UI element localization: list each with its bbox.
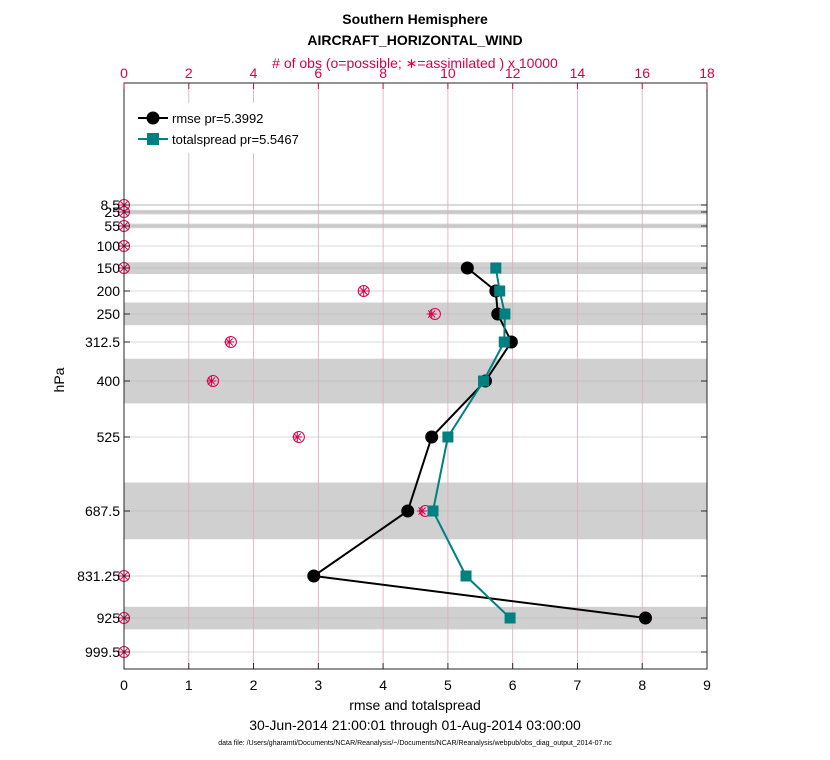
- y-tick-label: 687.5: [85, 503, 120, 519]
- legend-rmse-marker: [146, 111, 160, 125]
- chart-title: Southern Hemisphere: [342, 11, 488, 27]
- x-tick-label: 2: [250, 677, 258, 693]
- rmse-point: [460, 261, 474, 275]
- top-tick-label: 2: [185, 65, 193, 81]
- totalspread-point: [442, 431, 454, 443]
- y-tick-label: 999.5: [85, 644, 120, 660]
- y-tick-label: 925: [97, 610, 121, 626]
- y-tick-label: 525: [97, 429, 121, 445]
- obs-possible-marker: [357, 285, 370, 297]
- totalspread-point: [460, 570, 472, 582]
- chart-subtitle: AIRCRAFT_HORIZONTAL_WIND: [307, 32, 522, 48]
- axis-ticks: 0 1 2 3 4 5 6 7 8 90 2 4 6 8 10 12 14 16 188.5255510015020…: [77, 65, 715, 693]
- legend: rmse pr=5.3992 totalspread pr=5.5467: [132, 103, 314, 153]
- obs-assimilated-marker: [292, 432, 303, 442]
- data-file-footnote: data file: /Users/gharamti/Documents/NCA…: [218, 740, 612, 747]
- x-tick-label: 4: [379, 677, 387, 693]
- y-tick-label: 200: [97, 283, 121, 299]
- x-tick-label: 0: [120, 677, 128, 693]
- totalspread-point: [478, 375, 490, 387]
- top-tick-label: 6: [314, 65, 322, 81]
- legend-box: [132, 103, 314, 153]
- top-tick-label: 12: [505, 65, 521, 81]
- y-tick-label: 55: [104, 218, 120, 234]
- asterisk-stroke: [207, 377, 216, 385]
- data-series: [307, 261, 652, 625]
- y-axis-label: hPa: [51, 367, 67, 392]
- y-tick-label: 150: [97, 260, 121, 276]
- y-tick-label: 25: [104, 204, 120, 220]
- y-tick-label: 312.5: [85, 334, 120, 350]
- top-tick-label: 4: [250, 65, 258, 81]
- totalspread-point: [504, 612, 516, 624]
- totalspread-point: [498, 336, 510, 348]
- obs-assimilated-marker: [206, 376, 217, 386]
- top-tick-label: 0: [120, 65, 128, 81]
- asterisk-stroke: [293, 433, 302, 441]
- date-range: 30-Jun-2014 21:00:01 through 01-Aug-2014…: [249, 717, 581, 733]
- obs-assimilated-marker: [426, 309, 437, 319]
- rmse-point: [307, 569, 321, 583]
- top-tick-label: 16: [634, 65, 650, 81]
- rmse-point: [401, 504, 415, 518]
- x-tick-label: 8: [638, 677, 646, 693]
- asterisk-stroke: [359, 287, 368, 295]
- totalspread-point: [494, 285, 506, 297]
- top-axis-label: # of obs (o=possible; ∗=assimilated ) x …: [272, 55, 558, 71]
- rmse-point: [638, 611, 652, 625]
- x-tick-label: 3: [314, 677, 322, 693]
- top-tick-label: 10: [440, 65, 456, 81]
- y-tick-label: 250: [97, 306, 121, 322]
- x-tick-label: 6: [509, 677, 517, 693]
- totalspread-point: [499, 308, 511, 320]
- y-tick-label: 400: [97, 373, 121, 389]
- plot-frame: [123, 82, 708, 670]
- x-tick-label: 9: [703, 677, 711, 693]
- obs-assimilated-marker: [224, 337, 235, 347]
- x-tick-label: 5: [444, 677, 452, 693]
- asterisk-stroke: [225, 338, 234, 346]
- legend-spread-label: totalspread pr=5.5467: [172, 132, 299, 147]
- y-tick-label: 831.25: [77, 568, 120, 584]
- x-tick-label: 7: [574, 677, 582, 693]
- legend-rmse-label: rmse pr=5.3992: [172, 111, 263, 126]
- y-tick-label: 8.5: [101, 197, 121, 213]
- y-tick-label: 100: [97, 238, 121, 254]
- top-tick-label: 18: [699, 65, 715, 81]
- legend-spread-marker: [147, 133, 159, 145]
- totalspread-point: [427, 505, 439, 517]
- x-tick-label: 1: [185, 677, 193, 693]
- asterisk-stroke: [427, 310, 436, 318]
- rmse-point: [425, 430, 439, 444]
- top-tick-label: 14: [570, 65, 586, 81]
- totalspread-point: [490, 262, 502, 274]
- obs-assimilated-marker: [416, 506, 427, 516]
- x-axis-label: rmse and totalspread: [349, 697, 481, 713]
- asterisk-stroke: [418, 507, 426, 515]
- obs-assimilated-marker: [358, 286, 369, 296]
- top-tick-label: 8: [379, 65, 387, 81]
